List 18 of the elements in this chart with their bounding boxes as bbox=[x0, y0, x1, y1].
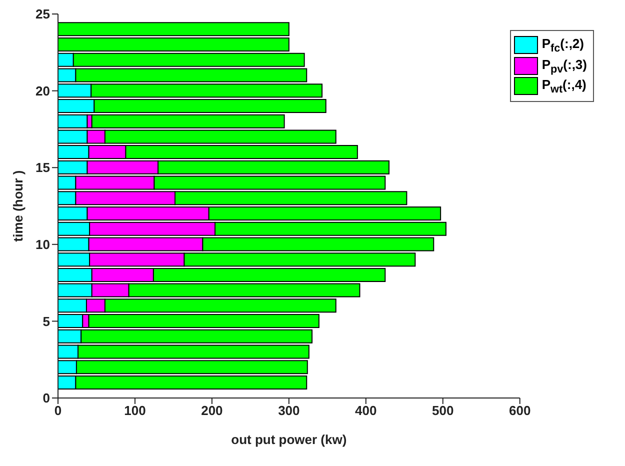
legend-label: P$_{fc}$(:,2) bbox=[542, 36, 584, 55]
x-tick-label: 300 bbox=[278, 403, 300, 418]
y-tick-label: 10 bbox=[36, 237, 50, 252]
legend-label: P$_{wt}$(:,4) bbox=[542, 77, 586, 96]
y-tick-label: 20 bbox=[36, 83, 50, 98]
x-tick-label: 600 bbox=[508, 403, 531, 418]
x-tick-label: 0 bbox=[54, 403, 62, 418]
x-tick-label: 400 bbox=[355, 403, 377, 418]
y-tick-label: 25 bbox=[36, 6, 50, 22]
y-tick-label: 15 bbox=[36, 160, 50, 176]
x-tick-label: 500 bbox=[432, 403, 454, 418]
x-tick-label: 100 bbox=[124, 403, 146, 418]
x-axis-title: out put power (kw) bbox=[231, 432, 347, 447]
y-axis-title: time (hour ) bbox=[10, 170, 26, 242]
y-tick-label: 5 bbox=[42, 314, 50, 329]
x-tick-label: 200 bbox=[201, 403, 223, 418]
y-tick-label: 0 bbox=[42, 390, 50, 406]
legend-label: P$_{pv}$(:,3) bbox=[542, 56, 587, 76]
